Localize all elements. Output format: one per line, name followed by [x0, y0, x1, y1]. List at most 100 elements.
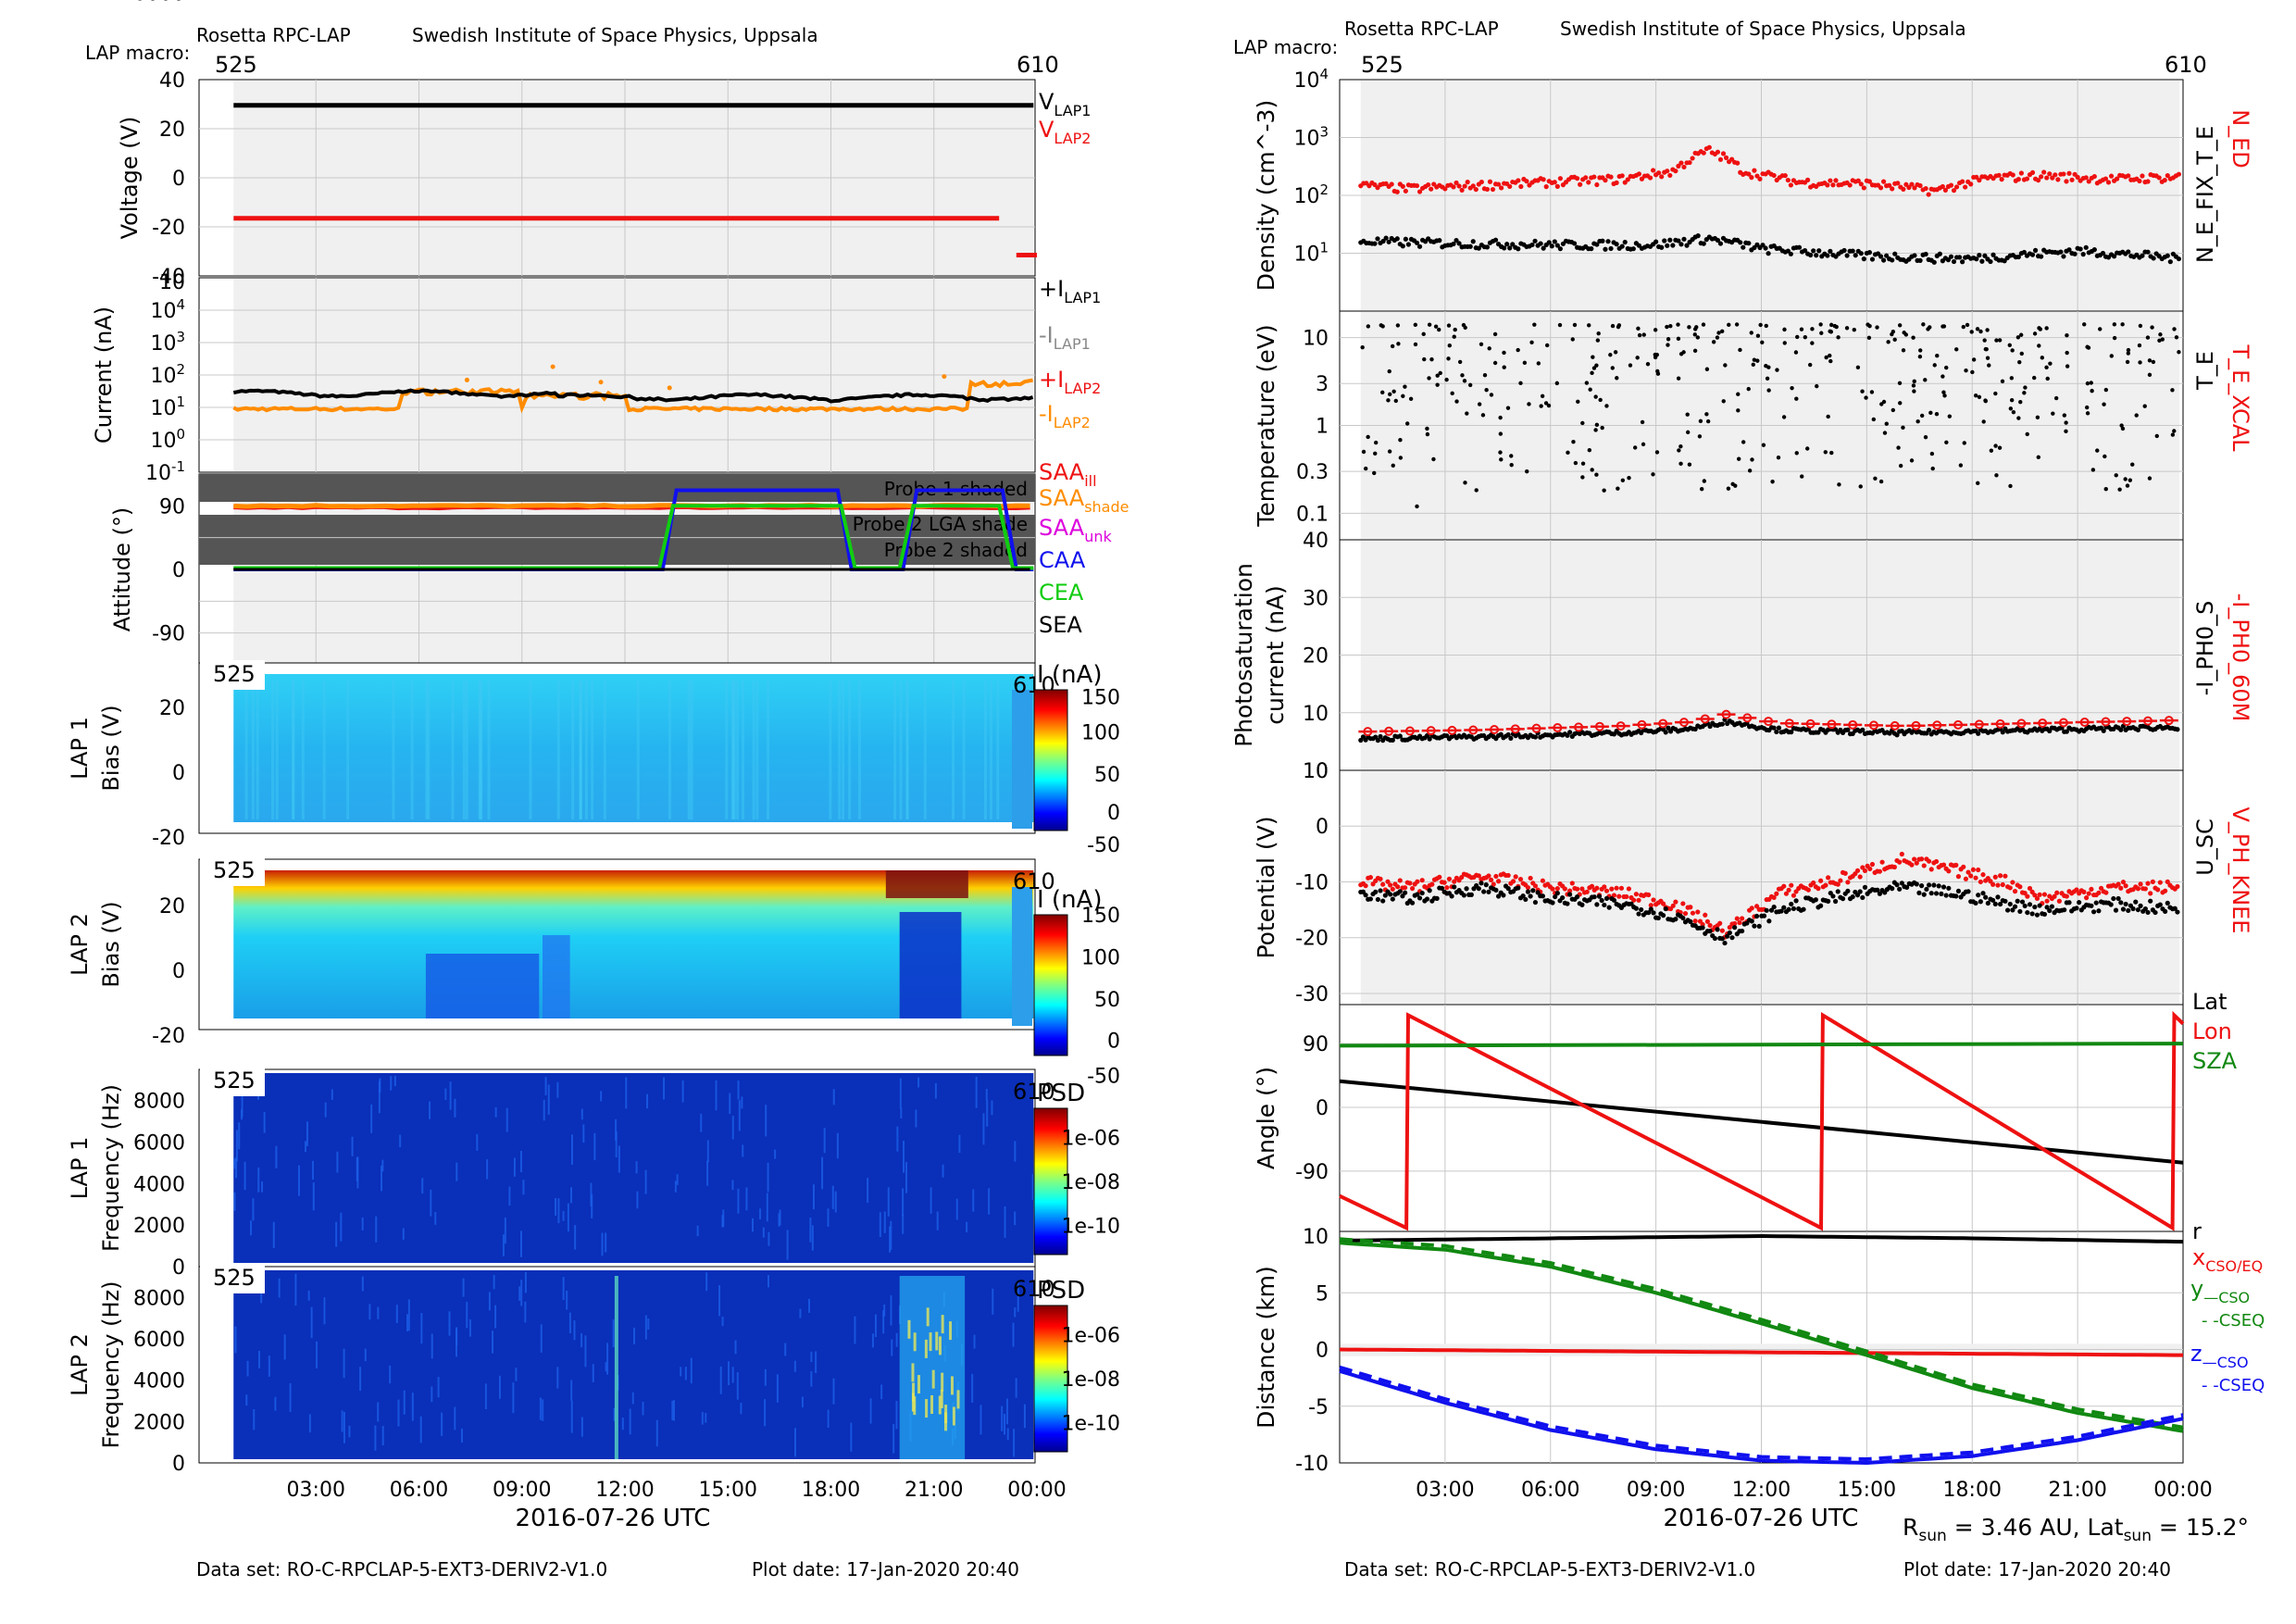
heatmap-streak — [448, 1311, 451, 1336]
series-line — [1339, 1347, 2183, 1357]
data-point — [1921, 892, 1927, 897]
data-point — [1525, 468, 1529, 474]
data-point — [1589, 246, 1594, 252]
data-point — [1963, 184, 1968, 190]
data-point — [1452, 879, 1457, 884]
data-point — [1393, 398, 1399, 404]
data-point — [1946, 885, 1952, 891]
data-point — [1933, 891, 1940, 896]
heatmap-streak — [377, 1402, 380, 1422]
data-point — [2015, 254, 2021, 260]
heatmap-streak — [283, 1334, 286, 1360]
heatmap-streak — [882, 1310, 885, 1334]
data-point — [1897, 381, 1903, 386]
heatmap-streak — [911, 1393, 915, 1412]
heatmap-streak — [832, 1378, 835, 1405]
data-point — [1397, 889, 1403, 894]
data-point — [1525, 889, 1531, 894]
data-point — [2040, 356, 2045, 360]
data-point — [2051, 411, 2055, 416]
data-point — [1993, 443, 1998, 448]
data-point — [1830, 893, 1836, 899]
colorbar-tick-label: 100 — [1081, 722, 1120, 745]
data-point — [1717, 920, 1723, 926]
legend-cea: CEA — [1039, 580, 1084, 606]
data-point — [1805, 177, 1811, 182]
heatmap-edge — [1012, 690, 1032, 829]
data-point — [1619, 244, 1625, 249]
data-point — [1694, 325, 1699, 330]
heatmap-streak — [238, 1122, 241, 1150]
data-point — [1535, 890, 1541, 895]
data-point — [1906, 184, 1912, 191]
heatmap-streak — [701, 1412, 704, 1425]
data-point — [1898, 463, 1903, 468]
data-point — [2008, 406, 2014, 411]
heatmap-streak — [731, 1116, 734, 1140]
data-point — [2066, 247, 2072, 253]
data-point — [2041, 911, 2048, 918]
heatmap-streak — [767, 1162, 769, 1193]
data-point — [1976, 867, 1981, 873]
data-point — [2118, 900, 2124, 906]
time-tick-label: 18:00 — [802, 1479, 860, 1502]
data-point — [1594, 472, 1599, 477]
data-point — [1360, 344, 1365, 350]
heatmap-streak — [842, 681, 845, 819]
data-point — [1403, 236, 1408, 242]
data-point — [1738, 240, 1743, 245]
legend-sza: SZA — [2192, 1048, 2238, 1074]
heatmap-streak — [411, 1393, 414, 1421]
macro-end-left: 610 — [1017, 52, 1059, 78]
y-tick-label: 0 — [1316, 1097, 1329, 1120]
avg-marker — [1953, 719, 1964, 730]
data-point — [1465, 180, 1470, 185]
dataset-label-left: Data set: RO-C-RPCLAP-5-EXT3-DERIV2-V1.0 — [196, 1558, 607, 1580]
data-point — [1810, 327, 1815, 331]
data-point — [2117, 487, 2122, 492]
heatmap-streak — [479, 681, 482, 819]
data-point — [1400, 244, 1405, 249]
data-point — [2047, 907, 2053, 914]
data-point — [1596, 893, 1603, 899]
data-point — [1680, 915, 1686, 921]
data-point — [1928, 410, 1933, 416]
data-point — [1633, 892, 1639, 897]
data-point — [2108, 902, 2114, 907]
data-point — [1774, 729, 1779, 735]
data-point — [2029, 169, 2036, 176]
data-point — [1404, 421, 1410, 426]
heatmap-streak — [592, 1364, 594, 1382]
colorbar-tick-label: 1e-10 — [1062, 1215, 1120, 1238]
data-point — [2172, 429, 2177, 433]
data-point — [1811, 880, 1816, 886]
data-point — [2032, 247, 2039, 253]
data-point — [1835, 881, 1841, 887]
heatmap-streak — [767, 1275, 770, 1288]
data-point — [1845, 880, 1851, 885]
data-point — [1666, 337, 1671, 342]
heatmap-streak — [381, 1159, 384, 1172]
legend-y-cseq: - -CSEQ — [2202, 1311, 2265, 1330]
macro-end-label: 610 — [1013, 1079, 1055, 1105]
heatmap-streak — [341, 1410, 343, 1432]
data-point — [1942, 187, 1949, 193]
data-point — [2017, 908, 2023, 915]
data-point — [1414, 240, 1420, 245]
data-point — [1373, 889, 1379, 894]
data-point — [1668, 324, 1673, 329]
data-point — [1465, 411, 1469, 416]
heatmap-streak — [494, 1305, 497, 1329]
data-point — [1939, 891, 1944, 896]
heatmap-streak — [917, 1077, 920, 1088]
data-point — [1912, 389, 1916, 394]
data-point — [1940, 862, 1947, 868]
data-point — [1499, 457, 1504, 462]
y-tick-label: 20 — [159, 895, 185, 918]
instrument-label-left: Rosetta RPC-LAP — [196, 24, 351, 46]
heatmap-streak — [674, 1181, 677, 1193]
data-point — [2064, 179, 2069, 184]
data-point — [1977, 394, 1982, 400]
y-tick-label: 1 — [1316, 416, 1329, 439]
heatmap-region — [899, 1276, 966, 1459]
